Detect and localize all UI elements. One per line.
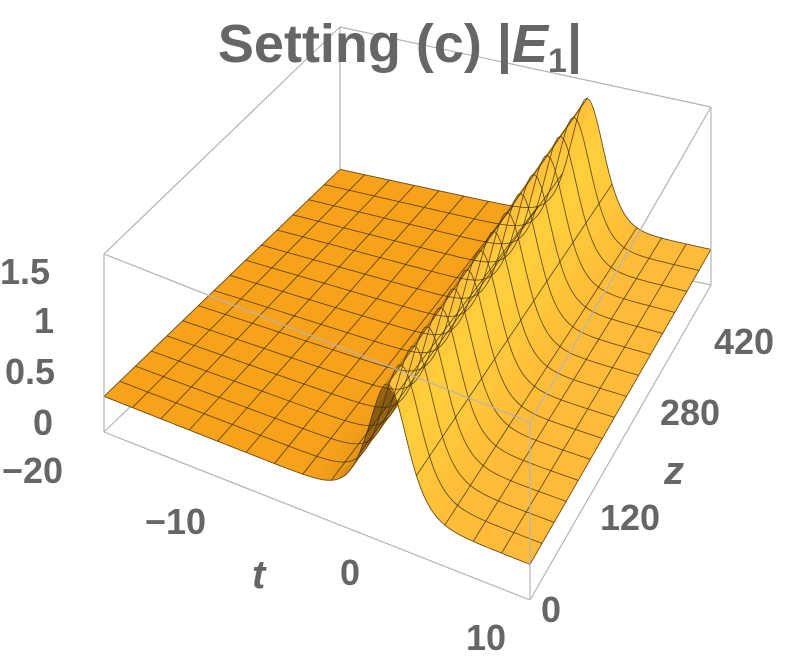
mesh-line-t bbox=[182, 288, 591, 460]
box-edge bbox=[529, 106, 712, 423]
z-tick-label: 1.5 bbox=[0, 251, 50, 292]
mesh-line-t bbox=[276, 173, 663, 334]
mesh-line-t bbox=[213, 249, 615, 418]
mesh-line-t bbox=[324, 116, 700, 271]
mesh-line-z bbox=[444, 227, 638, 526]
box-edge bbox=[529, 284, 712, 601]
z-tick-label: 0.5 bbox=[5, 351, 55, 392]
mesh-line-z bbox=[387, 97, 588, 385]
mesh-line-z bbox=[359, 173, 563, 454]
y-tick-label: 120 bbox=[600, 497, 660, 538]
mesh-line-t bbox=[103, 383, 531, 565]
mesh-line-t bbox=[245, 211, 639, 376]
mesh-line-t bbox=[151, 326, 567, 502]
chart-title: Setting (c) |E1| bbox=[218, 14, 582, 80]
surface-mesh bbox=[103, 97, 712, 565]
chart-title-prefix: Setting (c) | bbox=[218, 14, 512, 75]
mesh-line-t bbox=[119, 364, 543, 544]
mesh-line-z bbox=[501, 243, 687, 554]
x-tick-label: 0 bbox=[340, 552, 360, 593]
z-tick-label: 1 bbox=[34, 300, 54, 341]
chart-title-suffix: | bbox=[567, 14, 582, 75]
bounding-box-front bbox=[103, 106, 712, 601]
mesh-line-t bbox=[339, 97, 712, 250]
mesh-line-t bbox=[292, 154, 675, 313]
x-tick-label: −20 bbox=[2, 450, 63, 491]
mesh-line-z bbox=[302, 205, 514, 475]
box-edge bbox=[339, 26, 712, 108]
x-tick-label: −10 bbox=[145, 501, 206, 542]
mesh-line-z bbox=[188, 185, 415, 431]
mesh-line-z bbox=[472, 237, 662, 542]
y-tick-label: 280 bbox=[660, 392, 720, 433]
mesh-line-z bbox=[416, 183, 613, 476]
mesh-line-t bbox=[229, 230, 627, 397]
chart-title-sub: 1 bbox=[548, 42, 567, 80]
y-axis-label: z bbox=[663, 449, 684, 493]
y-tick-label: 420 bbox=[714, 321, 774, 362]
chart-title-var: E bbox=[512, 14, 550, 74]
mesh-line-z bbox=[274, 201, 489, 464]
mesh-line-z bbox=[529, 249, 712, 565]
mesh-line-z bbox=[132, 174, 366, 408]
mesh-line-z bbox=[217, 190, 440, 442]
y-tick-label: 0 bbox=[541, 589, 561, 630]
box-edge bbox=[103, 431, 531, 601]
z-tick-label: 0 bbox=[33, 402, 53, 443]
mesh-line-z bbox=[330, 206, 539, 481]
mesh-line-z bbox=[103, 169, 341, 397]
box-edge bbox=[103, 253, 531, 423]
box-edge bbox=[103, 26, 341, 255]
x-tick-label: 10 bbox=[466, 617, 506, 658]
mesh-line-t bbox=[308, 135, 687, 292]
x-axis-label: t bbox=[252, 553, 267, 597]
mesh-line-t bbox=[261, 192, 651, 355]
mesh-line-t bbox=[135, 345, 555, 523]
mesh-line-z bbox=[160, 179, 390, 420]
mesh-line-t bbox=[166, 307, 579, 481]
mesh-line-z bbox=[245, 195, 465, 453]
